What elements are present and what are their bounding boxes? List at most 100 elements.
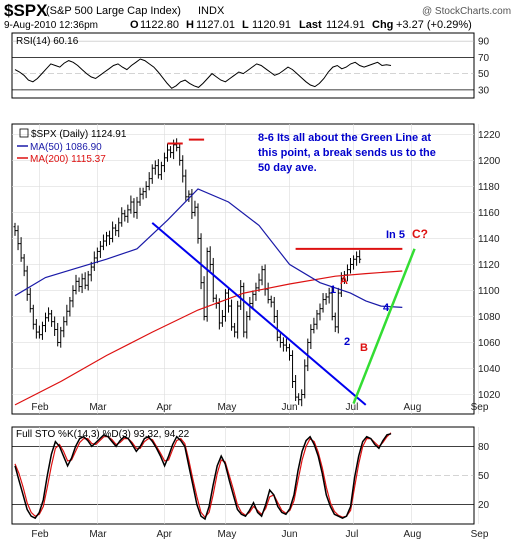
price-bar [288, 343, 291, 361]
price-xtick-label: Jul [346, 402, 359, 413]
sto-xtick-label: Mar [89, 529, 107, 540]
price-bar [147, 172, 151, 191]
price-bar [294, 374, 298, 401]
price-bar [80, 273, 84, 294]
price-bar [135, 196, 139, 219]
price-bar [284, 338, 288, 352]
price-xtick-label: Apr [156, 402, 172, 413]
price-bar [108, 230, 112, 245]
sto-xtick-label: May [217, 529, 236, 540]
price-bar [65, 304, 69, 326]
rsi-frame [11, 32, 475, 99]
price-bar [68, 296, 72, 317]
price-bar [144, 181, 148, 199]
price-bar [281, 337, 285, 352]
price-bar [56, 322, 60, 347]
index-name: (S&P 500 Large Cap Index) [46, 5, 181, 17]
price-bar [321, 293, 325, 313]
price-tick-label: 1040 [478, 364, 501, 375]
price-bar [153, 160, 157, 175]
sto-xtick-label: Jul [346, 529, 359, 540]
symbol: $SPX [4, 1, 48, 20]
label-1: 1 [330, 284, 336, 296]
sto-tick-label: 50 [478, 471, 490, 482]
price-bar [117, 217, 121, 238]
ma200-legend-label: MA(200) 1115.37 [30, 154, 106, 165]
price-bar [233, 322, 237, 338]
price-bar [269, 295, 273, 308]
price-bar [266, 282, 270, 304]
quote-date: 9-Aug-2010 12:36pm [4, 20, 98, 31]
price-bar [220, 309, 224, 327]
price-bar [291, 350, 295, 388]
price-bar [202, 276, 206, 321]
price-bar [324, 293, 328, 305]
rsi-line [14, 58, 392, 89]
price-bar [303, 359, 307, 399]
price-bar [315, 309, 319, 330]
price-bar [22, 254, 26, 277]
price-bar [333, 312, 337, 333]
price-bar [114, 224, 118, 236]
price-bar [236, 300, 240, 339]
price-bar [355, 251, 359, 266]
trendline-blue-down [151, 222, 367, 406]
price-bar [199, 233, 203, 290]
price-bar [278, 333, 282, 348]
sto-legend: Full STO %K(14,3) %D(3) 93.32, 94.22 [16, 429, 190, 440]
price-bar [349, 257, 352, 274]
price-bar [309, 324, 313, 349]
low-value: 1120.91 [252, 19, 291, 31]
price-bar [31, 304, 35, 330]
price-bar [358, 250, 362, 264]
label-a: A [340, 275, 348, 287]
price-bar [59, 326, 63, 348]
price-legend-label: $SPX (Daily) 1124.91 [31, 129, 127, 140]
price-bar [86, 270, 90, 291]
chart-header: $SPX (S&P 500 Large Cap Index) INDX @ St… [4, 1, 511, 31]
price-tick-label: 1140 [478, 234, 500, 245]
price-bar [16, 225, 20, 251]
ma50-line [14, 188, 403, 308]
price-bar [74, 274, 78, 295]
sto-xtick-label: Aug [404, 529, 422, 540]
ma50-legend-label: MA(50) 1086.90 [30, 142, 102, 153]
price-bar [98, 241, 102, 258]
price-bar [40, 321, 44, 340]
price-bar [275, 309, 279, 342]
chg-value: +3.27 (+0.29%) [396, 19, 472, 31]
annotation-line-2: this point, a break sends us to the [258, 147, 436, 159]
price-bar [175, 138, 179, 152]
price-bar [352, 255, 356, 270]
price-bar [111, 221, 115, 243]
sto-k-line [14, 433, 392, 521]
price-tick-label: 1220 [478, 130, 501, 141]
price-panel: 1220 1200 1180 1160 1140 1120 1100 1080 1060 1040… [11, 123, 501, 415]
price-bar [251, 290, 255, 309]
price-bar [138, 187, 142, 206]
annotation-line-3: 50 day ave. [258, 162, 317, 174]
price-bar [217, 298, 221, 330]
price-legend-swatch [19, 128, 29, 138]
price-bar [141, 187, 145, 200]
price-bar [89, 261, 93, 282]
price-tick-label: 1120 [478, 260, 500, 271]
rsi-tick-label: 30 [478, 85, 490, 96]
price-bar [318, 303, 322, 321]
open-label: O [130, 19, 139, 31]
high-label: H [186, 19, 194, 31]
price-xtick-label: Feb [31, 402, 49, 413]
price-bar [196, 203, 200, 244]
sto-xtick-label: Feb [31, 529, 49, 540]
low-label: L [242, 19, 249, 31]
price-bar [260, 265, 264, 286]
label-c: C? [412, 227, 428, 241]
price-bar [129, 195, 133, 214]
price-xtick-label: Jun [282, 402, 298, 413]
price-bar [83, 272, 87, 290]
price-bar [245, 311, 249, 339]
price-bar [95, 247, 99, 264]
price-bar [297, 393, 301, 405]
label-2: 2 [344, 336, 350, 348]
price-bar [162, 152, 166, 173]
